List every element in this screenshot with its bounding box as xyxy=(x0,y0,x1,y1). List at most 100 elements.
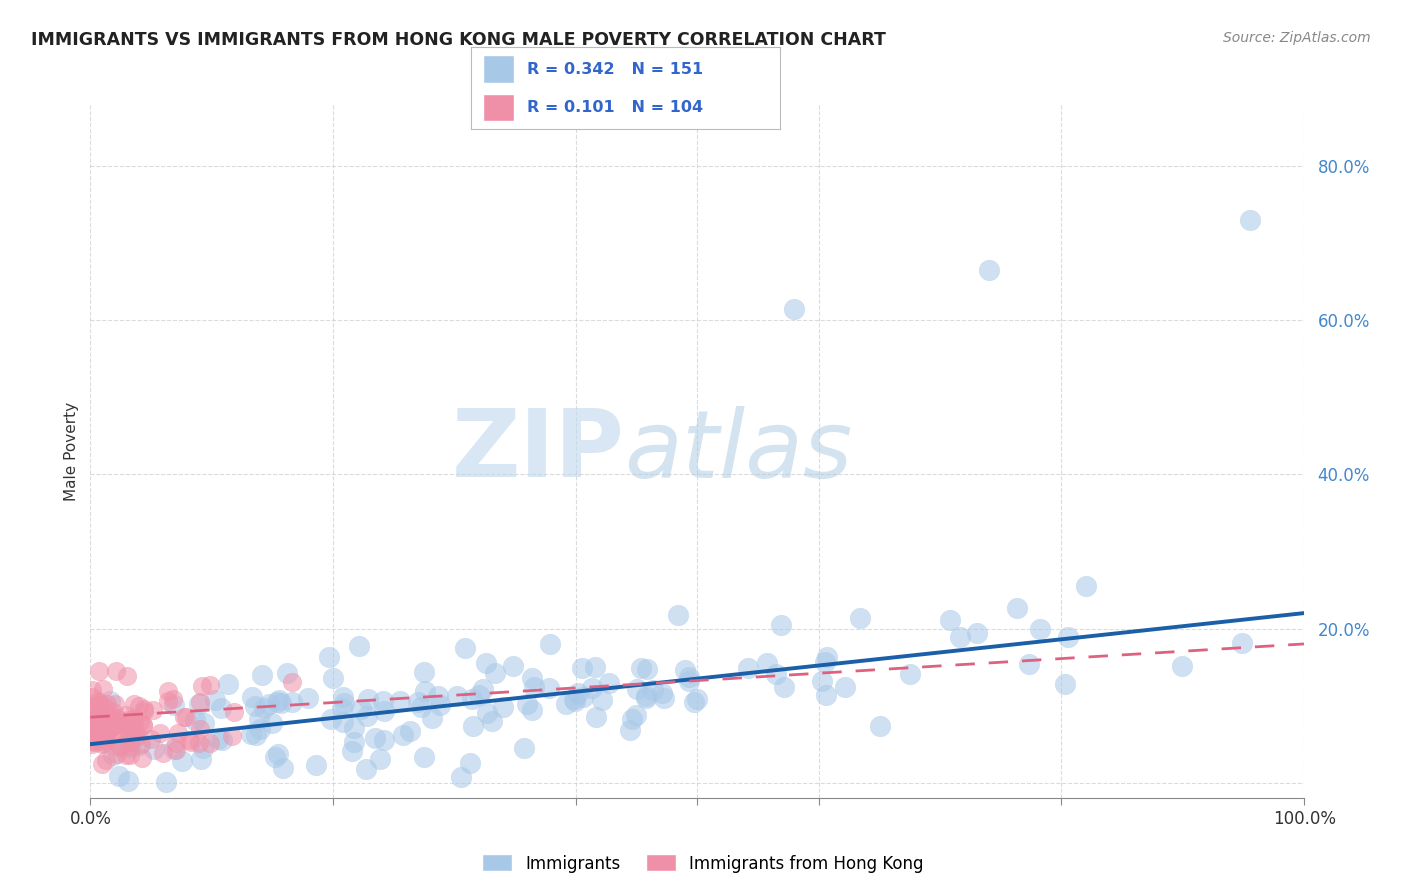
Point xyxy=(111,723,134,737)
Point xyxy=(1239,212,1261,227)
Point xyxy=(276,666,298,681)
Point xyxy=(322,671,344,685)
Point xyxy=(82,737,104,751)
Point xyxy=(86,698,108,713)
FancyBboxPatch shape xyxy=(484,94,515,121)
Point xyxy=(209,700,232,714)
Point xyxy=(124,697,146,711)
Point xyxy=(252,668,274,682)
Point xyxy=(94,730,117,744)
Point xyxy=(264,750,287,764)
Point xyxy=(176,710,198,724)
Y-axis label: Male Poverty: Male Poverty xyxy=(65,401,79,500)
Point xyxy=(450,770,472,784)
Point xyxy=(173,710,195,724)
Point xyxy=(811,673,834,688)
Point xyxy=(240,727,263,741)
Point xyxy=(105,747,128,761)
Point xyxy=(262,715,284,730)
Point xyxy=(94,706,117,720)
Point xyxy=(770,617,793,632)
Point xyxy=(257,697,280,711)
Point xyxy=(756,657,779,671)
Point xyxy=(121,712,143,726)
Point xyxy=(198,678,221,692)
Point xyxy=(96,727,118,741)
Point xyxy=(94,726,117,740)
Point xyxy=(184,713,207,727)
Point xyxy=(211,733,233,747)
Text: atlas: atlas xyxy=(624,406,852,497)
Point xyxy=(94,719,117,733)
Point xyxy=(678,674,700,689)
Point xyxy=(89,729,111,743)
Point xyxy=(107,740,129,755)
Point xyxy=(93,736,115,750)
Point xyxy=(89,716,111,731)
Point xyxy=(581,681,603,695)
Point xyxy=(89,706,111,721)
Point xyxy=(115,747,138,762)
Point xyxy=(651,686,673,700)
Point xyxy=(143,741,166,756)
Point xyxy=(460,756,482,770)
Point xyxy=(217,677,239,691)
Point xyxy=(166,725,188,739)
Point xyxy=(399,724,422,739)
Point xyxy=(163,742,186,756)
Point xyxy=(834,680,856,694)
Point xyxy=(585,709,607,723)
Point xyxy=(177,733,200,747)
Point xyxy=(619,723,641,737)
Legend: Immigrants, Immigrants from Hong Kong: Immigrants, Immigrants from Hong Kong xyxy=(475,847,931,880)
Point xyxy=(221,729,243,743)
Point xyxy=(118,732,141,747)
Point xyxy=(162,698,184,712)
Point xyxy=(1054,676,1077,690)
Point xyxy=(686,692,709,706)
Point xyxy=(898,666,921,681)
Point xyxy=(516,698,538,712)
Point xyxy=(105,715,128,730)
Point xyxy=(191,741,214,756)
Point xyxy=(89,710,111,724)
Point xyxy=(165,736,187,750)
Point xyxy=(630,660,652,674)
Point xyxy=(91,681,114,696)
Point xyxy=(103,747,125,762)
Point xyxy=(86,732,108,747)
Point xyxy=(94,700,117,714)
Point xyxy=(90,709,112,723)
Point xyxy=(162,692,184,706)
Point xyxy=(513,740,536,755)
Point xyxy=(332,690,354,705)
Point xyxy=(115,708,138,723)
Point xyxy=(520,671,543,685)
Point xyxy=(98,694,121,708)
Point xyxy=(170,754,193,768)
Point xyxy=(319,712,342,726)
Point xyxy=(103,719,125,733)
Point xyxy=(1018,657,1040,671)
Point xyxy=(343,721,366,735)
Point xyxy=(350,702,373,716)
Point xyxy=(152,746,174,760)
Point xyxy=(475,656,498,670)
Point xyxy=(91,734,114,748)
Point xyxy=(117,773,139,788)
Point xyxy=(93,723,115,737)
Point xyxy=(538,681,561,696)
Point xyxy=(80,712,103,726)
Point xyxy=(86,716,108,731)
Point xyxy=(87,696,110,710)
Point xyxy=(571,660,593,674)
Point xyxy=(180,735,202,749)
Point xyxy=(373,704,395,718)
Point xyxy=(357,691,380,706)
Point xyxy=(131,751,153,765)
Point xyxy=(1230,636,1253,650)
Point xyxy=(204,693,226,707)
Point xyxy=(598,675,620,690)
Point xyxy=(583,660,606,674)
Point xyxy=(371,694,394,708)
